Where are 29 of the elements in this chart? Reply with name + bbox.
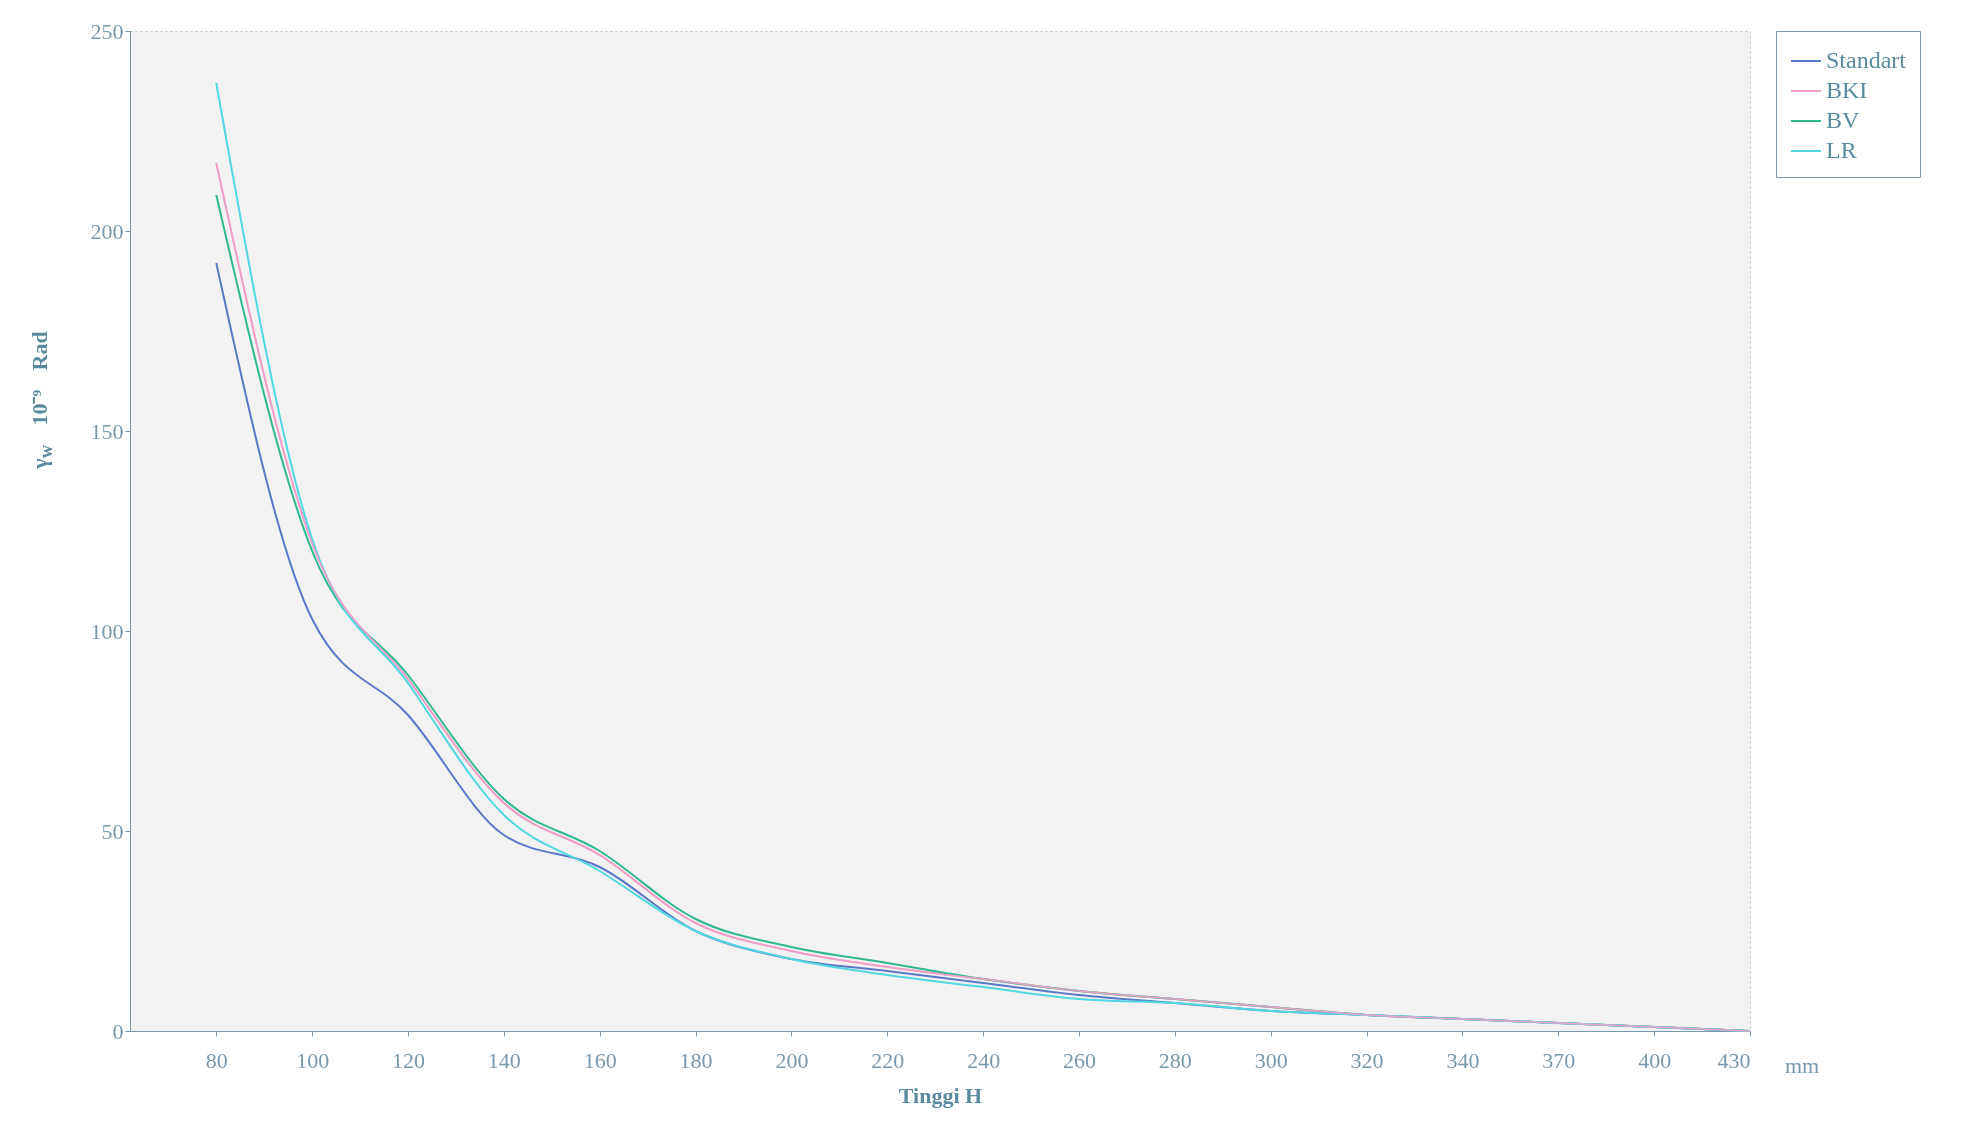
x-tick-label: 80 [205,1047,228,1073]
legend-label: BV [1826,107,1861,133]
y-tick-label: 250 [90,18,124,44]
x-tick-label: 280 [1158,1047,1192,1073]
x-tick-label: 100 [296,1047,330,1073]
x-tick-label: 180 [679,1047,713,1073]
y-tick-label: 150 [90,418,124,444]
x-tick-label: 200 [775,1047,809,1073]
x-tick-label: 260 [1062,1047,1096,1073]
x-tick-label: 240 [967,1047,1001,1073]
y-tick-label: 200 [90,218,124,244]
legend-label: BKI [1826,77,1868,103]
x-tick-label: 370 [1542,1047,1576,1073]
legend-label: Standart [1826,47,1907,73]
text: mm [1785,1053,1820,1078]
x-axis-title: Tinggi H [898,1082,983,1108]
y-tick-label: 50 [101,818,124,844]
y-tick-label: 100 [90,618,124,644]
x-tick-label: 430 [1717,1047,1751,1073]
x-tick-label: 320 [1350,1047,1384,1073]
legend-label: LR [1826,137,1857,163]
x-tick-label: 340 [1446,1047,1480,1073]
x-tick-label: 400 [1638,1047,1672,1073]
x-tick-label: 160 [583,1047,617,1073]
x-tick-label: 120 [391,1047,425,1073]
x-tick-label: 140 [487,1047,521,1073]
x-tick-label: 300 [1254,1047,1288,1073]
x-tick-label: 220 [871,1047,905,1073]
y-tick-label: 0 [112,1018,124,1044]
